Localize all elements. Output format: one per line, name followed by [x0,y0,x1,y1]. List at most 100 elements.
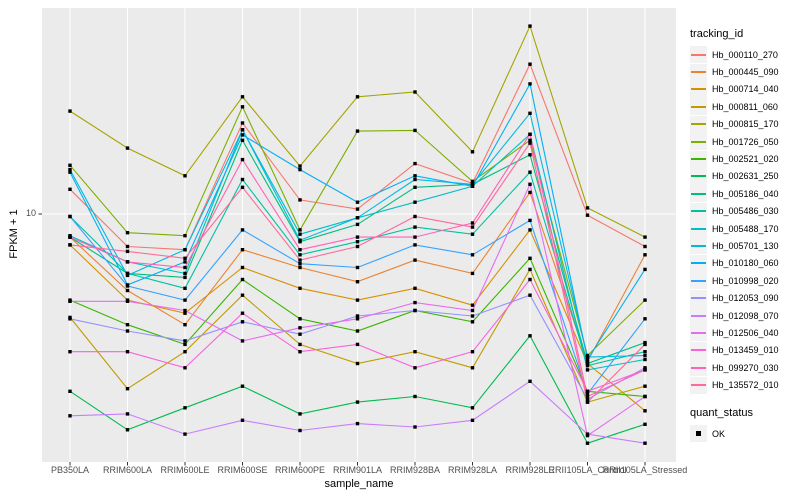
legend-key-line-icon [691,384,706,387]
legend-item-label: Hb_005488_170 [712,223,779,234]
x-tick-label: RRIM600LE [160,465,210,475]
x-tick-label: RRII105LA_Stressed [602,465,688,475]
data-point [125,260,130,264]
data-point [183,234,187,238]
legend-key-swatch [690,185,707,203]
data-point [240,248,245,252]
data-point [125,428,130,432]
ok-marker-icon [696,431,701,436]
data-point [643,244,647,249]
data-point [643,253,647,257]
data-point [240,121,245,125]
legend-key-swatch [690,150,707,168]
data-point [355,235,360,239]
data-point [355,240,360,244]
data-point [68,187,72,191]
data-point [183,275,187,280]
legend-key-swatch [690,237,707,255]
data-point [68,389,72,393]
data-point [355,95,360,99]
data-point [355,244,360,249]
data-point [528,132,532,136]
data-point [643,298,647,302]
legend-key-swatch [690,254,707,272]
legend-item: Hb_013459_010 [690,341,779,359]
x-tick-label: RRIM928LE [505,465,555,475]
data-point [470,303,475,307]
data-point [183,342,187,347]
data-point [528,334,532,338]
data-point [125,273,130,278]
legend-items: Hb_000110_270 Hb_000445_090 Hb_000714_040 H… [690,46,779,394]
data-point [240,95,245,99]
data-point [240,418,245,422]
data-point [298,317,302,321]
legend-item-label: Hb_013459_010 [712,345,779,356]
data-point [68,299,72,303]
data-point [125,231,130,235]
data-point [355,298,360,302]
legend-item: Hb_012053_090 [690,289,779,307]
data-point [528,228,532,232]
data-point [125,323,130,327]
data-point [470,271,475,276]
legend-item-label: Hb_010180_060 [712,258,779,269]
data-point [643,394,647,399]
legend-item: Hb_099270_030 [690,359,779,377]
data-point [355,421,360,426]
legend-item: Hb_002631_250 [690,167,779,185]
data-point [413,161,417,166]
legend-key-swatch [690,341,707,359]
data-point [125,387,130,391]
legend-item: Hb_012506_040 [690,324,779,342]
legend-item-label: Hb_010998_020 [712,275,779,286]
legend-item: Hb_005488_170 [690,220,779,238]
data-point [298,228,302,232]
data-point [643,267,647,272]
data-point [528,218,532,223]
marker-legend-label: OK [712,428,726,439]
legend-item-label: Hb_002521_020 [712,154,779,165]
data-point [183,339,187,343]
legend-key-line-icon [691,192,706,195]
legend-item: Hb_000110_270 [690,46,779,64]
data-point [643,357,647,362]
data-point [183,260,187,264]
data-point [298,198,302,202]
data-point [298,286,302,290]
data-point [413,185,417,189]
data-point [585,359,590,364]
data-point [68,214,72,219]
legend-key-line-icon [691,366,706,369]
data-point [585,206,590,210]
data-point [470,182,475,186]
x-tick-label: RRIM600LA [102,465,153,475]
data-point [355,207,360,211]
data-point [643,441,647,445]
data-point [125,412,130,416]
data-point [470,350,475,354]
data-point [183,248,187,252]
data-point [298,326,302,330]
data-point [125,271,130,276]
x-tick-label: RRIM928BA [389,465,441,475]
data-point [470,406,475,410]
data-point [125,244,130,249]
y-tick-label: 10 [25,208,36,218]
legend-key-line-icon [691,88,706,91]
legend-item: Hb_010998_020 [690,272,779,290]
data-point [68,235,72,239]
x-tick-label: RRII105LA_Control [548,465,627,475]
legend-key-line-icon [691,314,706,317]
data-point [298,164,302,168]
data-point [413,214,417,219]
data-point [585,433,590,438]
x-tick-label: RRIM600PE [274,465,326,475]
data-point [68,167,72,172]
data-point [183,174,187,178]
legend-item: Hb_000815_170 [690,115,779,133]
data-point [585,361,590,366]
data-point [470,150,475,154]
data-point [355,400,360,404]
legend-item: Hb_000445_090 [690,63,779,81]
